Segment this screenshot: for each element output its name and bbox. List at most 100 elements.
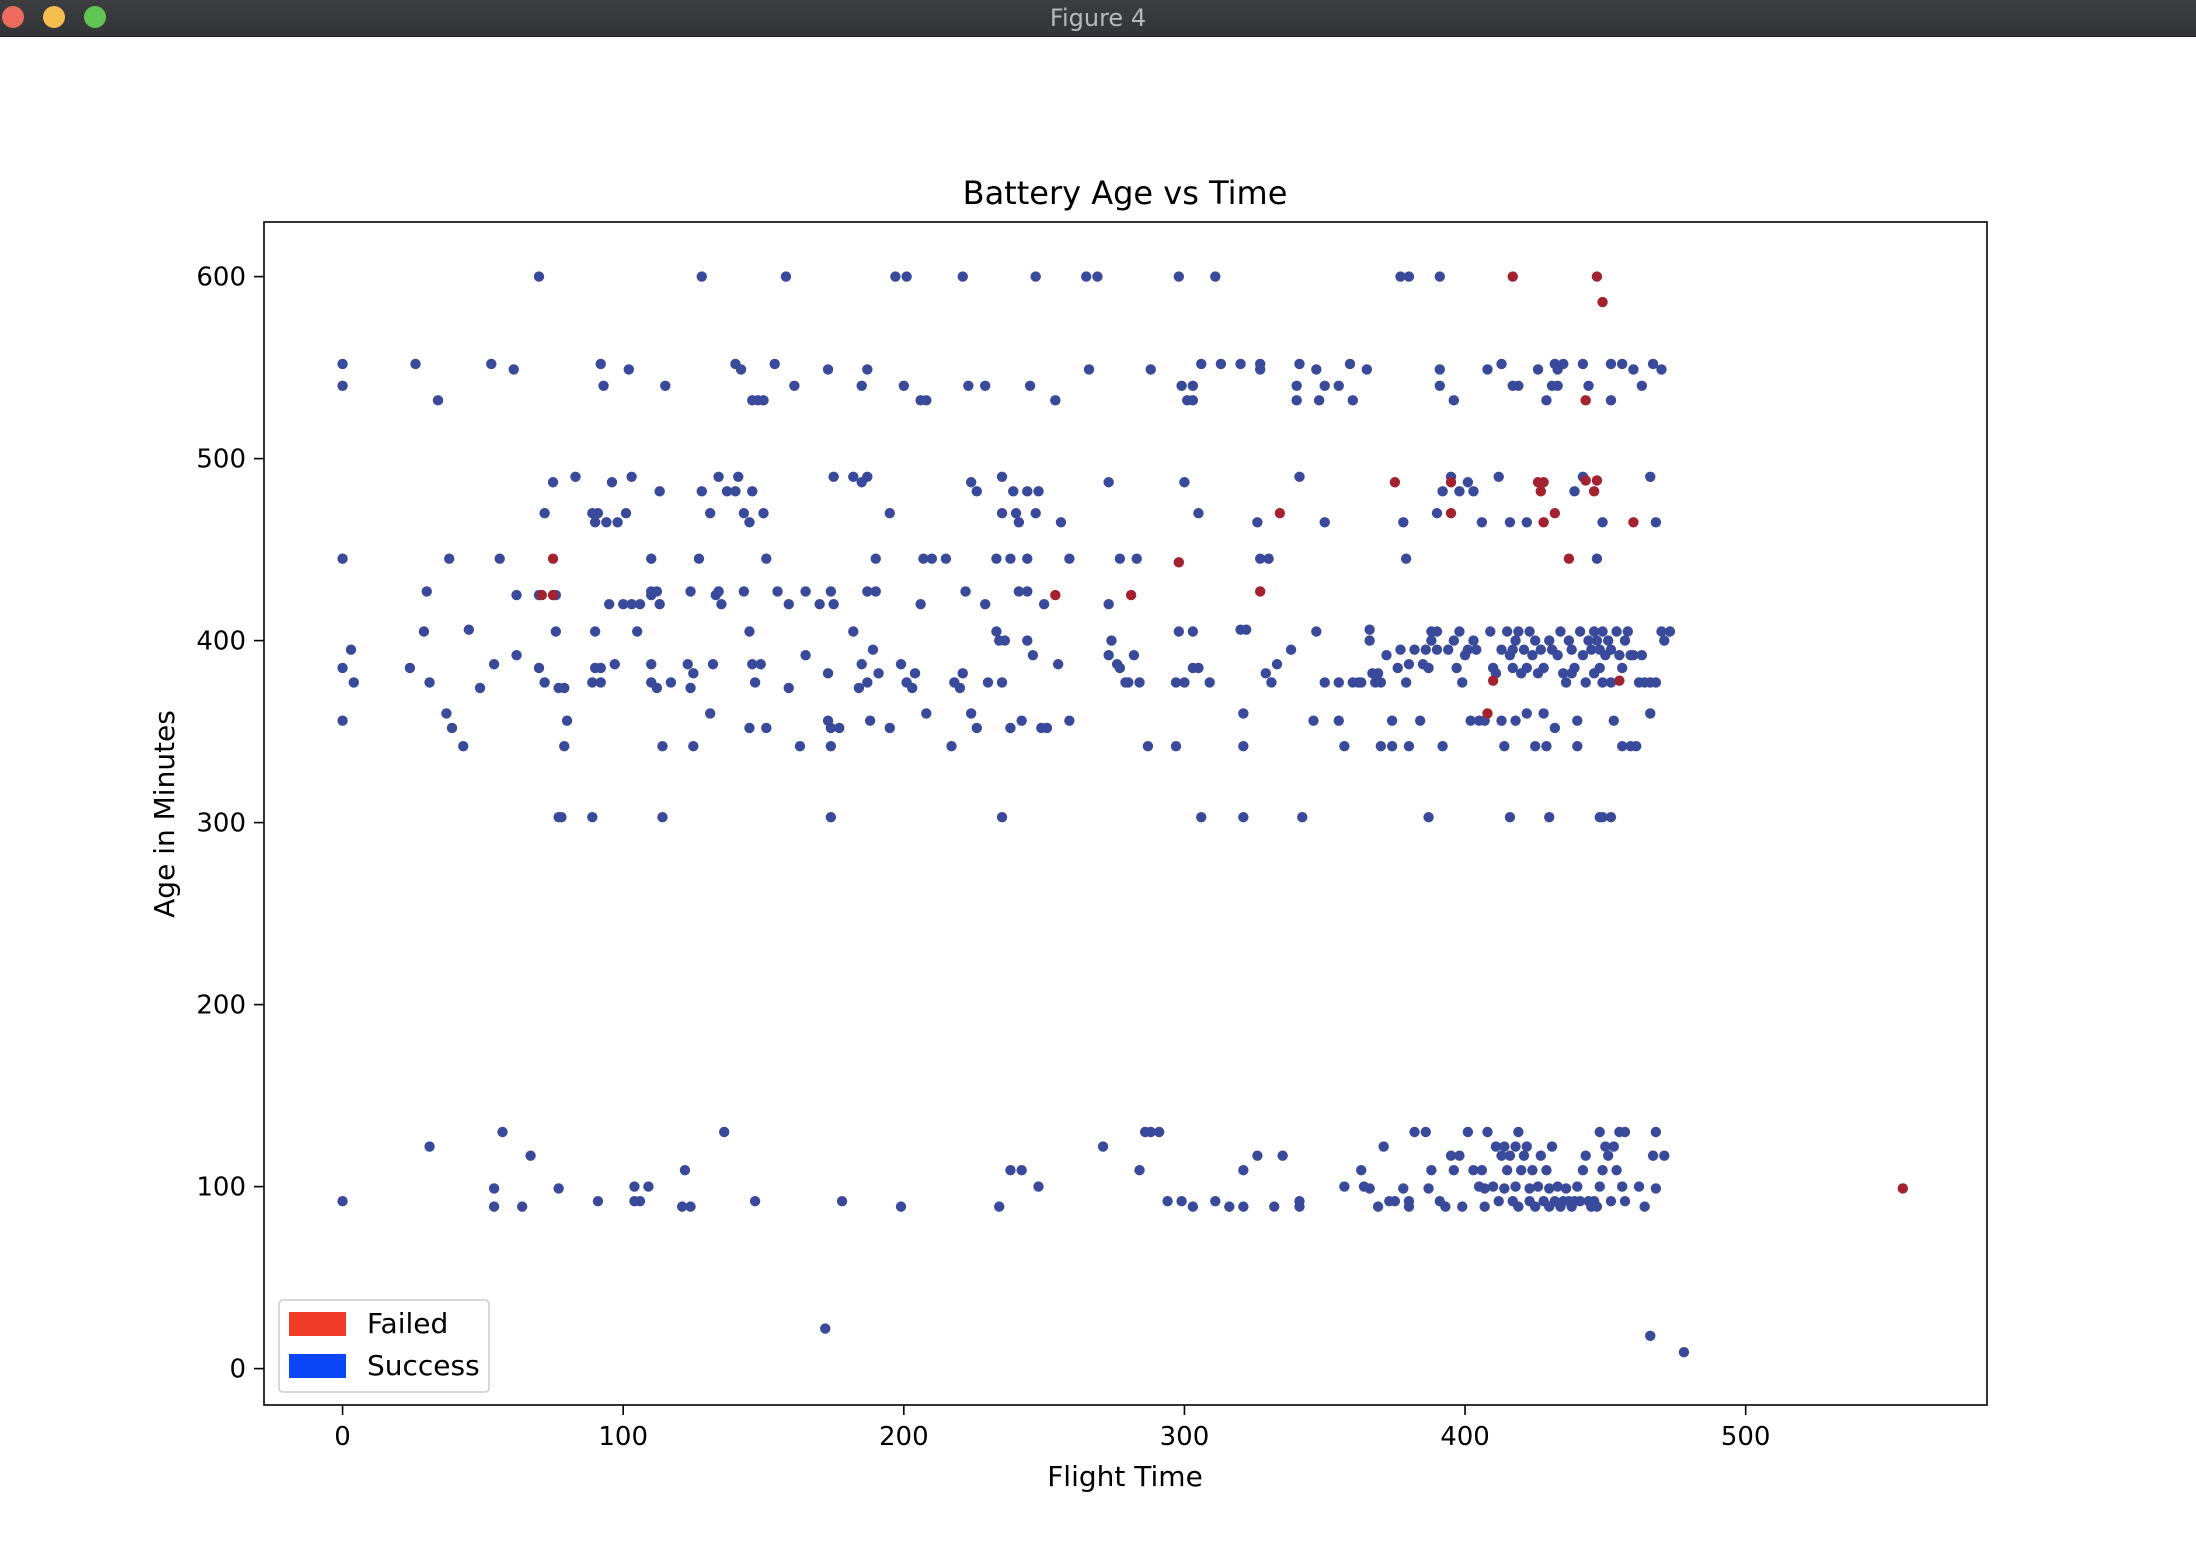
data-point-success bbox=[921, 708, 932, 719]
data-point-success bbox=[1468, 486, 1479, 497]
y-tick-label: 500 bbox=[196, 445, 246, 475]
data-point-success bbox=[1496, 358, 1507, 370]
data-point-success bbox=[828, 599, 839, 610]
data-point-success bbox=[1173, 271, 1185, 282]
data-point-success bbox=[1504, 1150, 1516, 1161]
data-point-failed bbox=[1445, 508, 1457, 519]
data-point-success bbox=[1434, 364, 1445, 375]
data-point-success bbox=[1616, 358, 1628, 370]
data-point-success bbox=[1560, 677, 1572, 688]
data-point-success bbox=[862, 677, 873, 688]
data-point-success bbox=[1583, 635, 1594, 646]
data-point-success bbox=[940, 553, 952, 564]
data-point-success bbox=[458, 740, 469, 752]
data-point-success bbox=[539, 677, 550, 688]
data-point-success bbox=[926, 553, 938, 564]
data-point-success bbox=[864, 715, 876, 726]
data-point-success bbox=[704, 708, 716, 719]
data-point-success bbox=[1173, 626, 1185, 637]
data-point-success bbox=[1375, 677, 1387, 688]
close-window-button[interactable] bbox=[2, 6, 24, 28]
y-tick-label: 600 bbox=[196, 263, 246, 293]
data-point-success bbox=[1434, 380, 1445, 391]
data-point-success bbox=[873, 668, 884, 679]
data-point-success bbox=[696, 271, 707, 282]
y-tick-label: 0 bbox=[229, 1355, 246, 1385]
data-point-success bbox=[994, 1201, 1005, 1212]
data-point-success bbox=[1294, 471, 1305, 482]
data-point-success bbox=[1650, 1126, 1662, 1138]
data-point-success bbox=[853, 682, 865, 694]
data-point-success bbox=[561, 715, 573, 726]
data-point-success bbox=[1196, 811, 1207, 823]
data-point-success bbox=[629, 1181, 640, 1192]
data-point-success bbox=[446, 722, 458, 734]
data-point-success bbox=[1479, 1183, 1490, 1194]
maximize-window-button[interactable] bbox=[84, 6, 106, 28]
data-point-success bbox=[1170, 740, 1182, 752]
data-point-success bbox=[676, 1201, 688, 1212]
data-point-success bbox=[1493, 471, 1504, 482]
data-point-success bbox=[1552, 649, 1563, 661]
data-point-success bbox=[1510, 1141, 1521, 1152]
data-point-success bbox=[1145, 1126, 1156, 1138]
data-point-success bbox=[1541, 740, 1552, 752]
data-point-success bbox=[1400, 553, 1412, 564]
data-point-success bbox=[1210, 271, 1221, 282]
data-point-success bbox=[1605, 677, 1617, 688]
data-point-success bbox=[1499, 1141, 1510, 1152]
data-point-success bbox=[595, 358, 606, 370]
data-point-failed bbox=[1487, 675, 1499, 686]
data-point-success bbox=[1364, 635, 1375, 646]
data-point-success bbox=[463, 624, 475, 635]
data-point-success bbox=[1022, 586, 1033, 597]
data-point-success bbox=[1524, 1183, 1535, 1194]
data-point-success bbox=[1176, 380, 1187, 391]
data-point-success bbox=[1586, 644, 1597, 655]
data-point-success bbox=[744, 626, 755, 637]
data-point-failed bbox=[1538, 477, 1549, 488]
data-point-success bbox=[1437, 486, 1448, 497]
legend-label-success: Success bbox=[367, 1349, 480, 1382]
data-point-success bbox=[996, 677, 1008, 688]
data-point-success bbox=[979, 599, 991, 610]
data-point-success bbox=[1386, 715, 1398, 726]
data-point-success bbox=[1005, 722, 1016, 734]
data-point-success bbox=[946, 740, 957, 752]
legend-swatch-failed bbox=[289, 1312, 346, 1336]
data-point-failed bbox=[1050, 589, 1061, 601]
data-point-success bbox=[1033, 486, 1044, 497]
data-point-success bbox=[814, 599, 825, 610]
data-point-success bbox=[991, 626, 1002, 637]
data-point-success bbox=[651, 682, 663, 694]
data-point-success bbox=[1560, 1183, 1572, 1194]
data-point-success bbox=[1605, 811, 1617, 823]
data-point-success bbox=[825, 740, 837, 752]
data-point-success bbox=[1611, 1165, 1622, 1176]
data-point-success bbox=[1134, 677, 1145, 688]
data-point-success bbox=[337, 1195, 348, 1207]
minimize-window-button[interactable] bbox=[43, 6, 65, 28]
data-point-success bbox=[1131, 553, 1142, 564]
data-point-success bbox=[721, 486, 733, 497]
data-point-success bbox=[1501, 1165, 1513, 1176]
data-point-success bbox=[1041, 722, 1053, 734]
data-point-success bbox=[1650, 677, 1662, 688]
data-point-success bbox=[1398, 1183, 1409, 1194]
data-point-success bbox=[1022, 553, 1033, 564]
data-point-success bbox=[1645, 708, 1656, 719]
data-point-success bbox=[800, 586, 811, 597]
data-point-success bbox=[1580, 677, 1591, 688]
data-point-success bbox=[1631, 740, 1642, 752]
data-point-success bbox=[1313, 395, 1325, 406]
legend-label-failed: Failed bbox=[367, 1307, 448, 1340]
data-point-success bbox=[747, 659, 758, 670]
data-point-success bbox=[1187, 395, 1199, 406]
data-point-success bbox=[685, 682, 696, 694]
data-point-success bbox=[979, 380, 991, 391]
data-point-success bbox=[1462, 644, 1474, 655]
data-point-success bbox=[1546, 1141, 1558, 1152]
data-point-success bbox=[1591, 553, 1603, 564]
data-point-success bbox=[1333, 715, 1344, 726]
data-point-success bbox=[707, 659, 719, 670]
